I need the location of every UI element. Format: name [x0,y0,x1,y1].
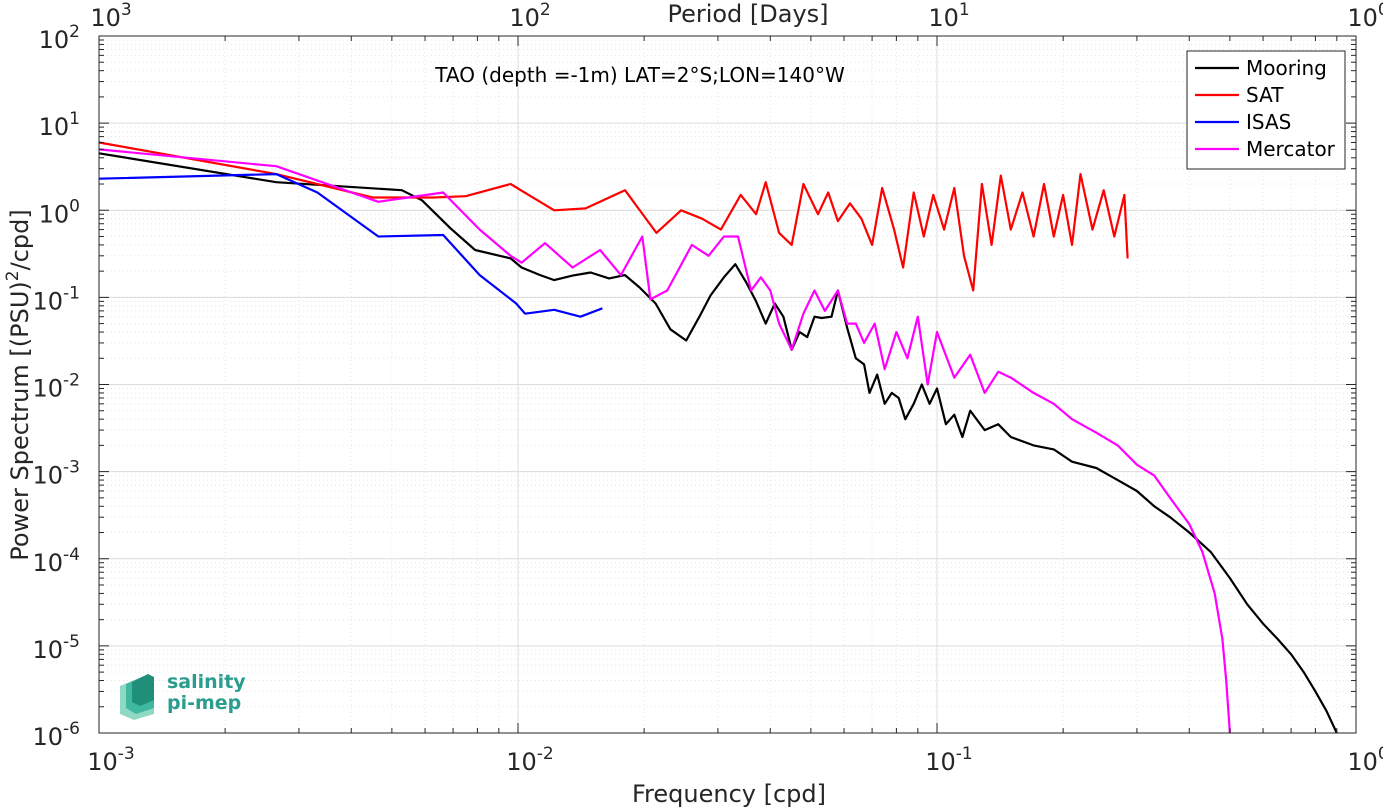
x-tick-label: 10-1 [925,744,973,776]
legend-label-isas: ISAS [1246,110,1291,134]
y-tick-label: 102 [39,22,80,54]
y-tick-label: 10-5 [33,632,81,664]
x2-tick-label: 100 [1347,0,1383,32]
salinity-pi-mep-logo: salinity pi-mep [114,672,254,724]
x-tick-label: 100 [1347,744,1383,776]
y-tick-label: 10-1 [33,283,81,315]
series-line-isas [98,173,603,318]
x2-axis-label: Period [Days] [667,0,828,28]
y-tick-label: 10-4 [33,545,81,577]
grid [98,35,1357,734]
y-tick-label: 10-3 [33,458,81,490]
legend-label-mooring: Mooring [1246,56,1327,80]
chart-title: TAO (depth =-1m) LAT=2°S;LON=140°W [434,63,845,87]
series-line-mercator [98,148,1231,734]
series-line-sat [98,141,1129,292]
y-tick-label: 10-2 [33,371,81,403]
axes [98,35,1357,734]
y-tick-label: 101 [39,109,80,141]
logo-text-line1: salinity [167,671,246,693]
x-tick-label: 10-2 [506,744,554,776]
legend-label-mercator: Mercator [1246,137,1336,161]
y-tick-label: 100 [39,196,80,228]
x-axis-label: Frequency [cpd] [632,780,826,808]
logo-text-line2: pi-mep [167,692,242,714]
x2-tick-label: 102 [509,0,550,32]
y-axis-label: Power Spectrum [(PSU)2/cpd] [3,209,34,560]
x2-tick-label: 101 [928,0,969,32]
logo-icon [120,674,154,720]
series-line-mooring [98,152,1338,734]
tick-labels: 10-3 10-2 10-1 100 103 102 101 100 10-6 10-5 10-4 1… [33,0,1383,776]
x-tick-label: 10-3 [87,744,135,776]
series-lines [98,141,1338,734]
x2-tick-label: 103 [90,0,131,32]
y-tick-label: 10-6 [33,719,81,751]
legend: Mooring SAT ISAS Mercator [1186,50,1346,170]
legend-label-sat: SAT [1246,83,1284,107]
